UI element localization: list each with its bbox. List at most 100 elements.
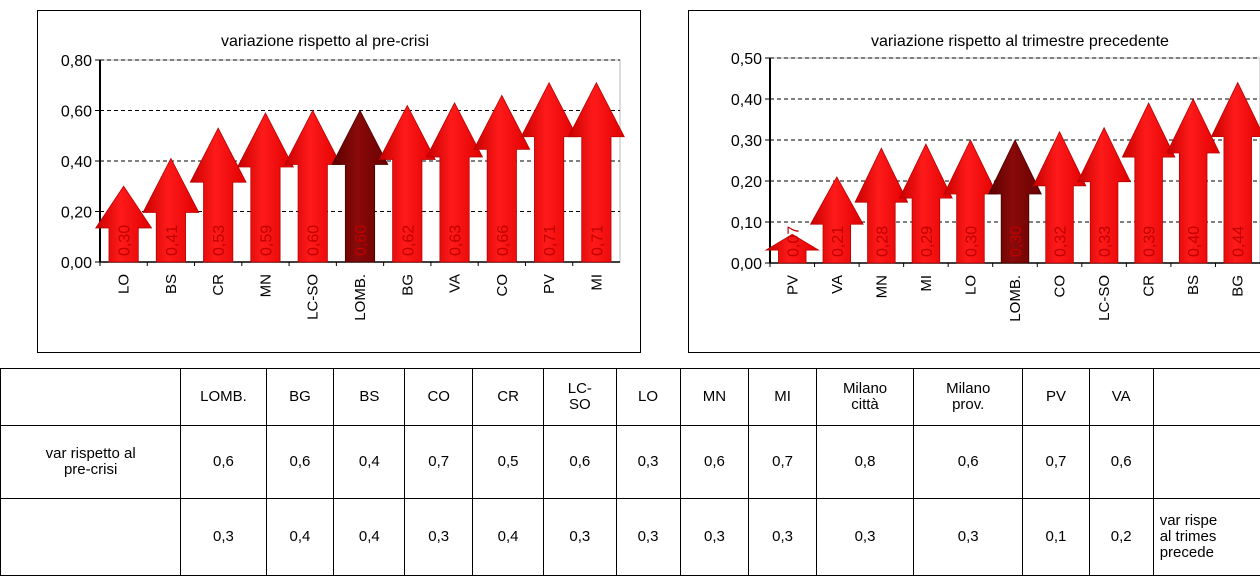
table-cell: 0,6 <box>544 426 616 499</box>
chart-pre-crisi-plot: variazione rispetto al pre-crisi 0,00 0,20… <box>61 33 624 321</box>
y-tick-label: 0,10 <box>731 215 762 232</box>
category-label: LC-SO <box>305 274 322 320</box>
table-header-cell: BS <box>334 369 405 426</box>
y-tick-label: 0,00 <box>731 256 762 273</box>
category-label: LOMB. <box>1007 275 1024 322</box>
table-cell: 0,6 <box>266 426 334 499</box>
category-label: PV <box>541 274 558 294</box>
table-cell: 0,3 <box>914 499 1023 576</box>
table-row-label-right <box>1153 426 1260 499</box>
y-tick-label: 0,80 <box>61 53 92 70</box>
table-cell: 0,4 <box>334 499 405 576</box>
category-label: BG <box>1230 275 1247 297</box>
value-label: 0,44 <box>1231 226 1248 257</box>
category-label: VA <box>447 274 464 293</box>
table-cell: 0,2 <box>1089 499 1153 576</box>
category-label: BS <box>163 274 180 294</box>
category-label: CO <box>494 274 511 297</box>
value-label: 0,32 <box>1053 226 1070 257</box>
table-header-cell <box>1153 369 1260 426</box>
table-corner-cell <box>1 369 181 426</box>
chart-trimestre-plot: variazione rispetto al trimestre precede… <box>731 33 1260 322</box>
y-tick-label: 0,20 <box>731 174 762 191</box>
table-header-cell: LC-SO <box>544 369 616 426</box>
table-header-cell: LO <box>616 369 680 426</box>
table-cell: 0,7 <box>405 426 473 499</box>
y-tick-label: 0,00 <box>61 255 92 272</box>
y-tick-label: 0,50 <box>731 51 762 68</box>
value-label: 0,59 <box>258 225 275 256</box>
value-label: 0,40 <box>1186 226 1203 257</box>
category-label: CO <box>1052 275 1069 298</box>
value-label: 0,62 <box>400 225 417 256</box>
value-label: 0,53 <box>211 225 228 256</box>
table-cell: 0,3 <box>544 499 616 576</box>
value-label: 0,33 <box>1097 226 1114 257</box>
table-cell: 0,8 <box>816 426 913 499</box>
value-label: 0,63 <box>448 225 465 256</box>
value-label: 0,39 <box>1142 226 1159 257</box>
category-label: MI <box>918 275 935 292</box>
value-label: 0,30 <box>117 225 134 256</box>
table-row-label <box>1 499 181 576</box>
table-cell: 0,4 <box>266 499 334 576</box>
table-cell: 0,3 <box>616 499 680 576</box>
table-cell: 0,6 <box>181 426 266 499</box>
table-header-cell: VA <box>1089 369 1153 426</box>
value-label: 0,60 <box>353 225 370 256</box>
table-cell: 0,6 <box>1089 426 1153 499</box>
category-label: MN <box>873 275 890 298</box>
table-cell: 0,1 <box>1023 499 1089 576</box>
value-label: 0,07 <box>785 226 802 257</box>
category-label: VA <box>829 275 846 294</box>
y-tick-label: 0,60 <box>61 104 92 121</box>
category-label: BS <box>1185 275 1202 295</box>
category-label: LOMB. <box>352 274 369 321</box>
table-cell: 0,4 <box>334 426 405 499</box>
y-tick-label: 0,40 <box>731 92 762 109</box>
category-label: CR <box>210 274 227 296</box>
value-label: 0,41 <box>164 225 181 256</box>
value-label: 0,29 <box>919 226 936 257</box>
category-label: CR <box>1141 275 1158 297</box>
table-header-cell: MI <box>749 369 817 426</box>
table-cell: 0,6 <box>914 426 1023 499</box>
table-cell: 0,3 <box>181 499 266 576</box>
category-label: MI <box>588 274 605 291</box>
table-cell: 0,3 <box>616 426 680 499</box>
category-label: LC-SO <box>1096 275 1113 321</box>
value-label: 0,66 <box>495 225 512 256</box>
table-header-cell: MN <box>680 369 749 426</box>
table-header-cell: CO <box>405 369 473 426</box>
chart-title: variazione rispetto al trimestre precede… <box>871 33 1169 50</box>
value-label: 0,71 <box>542 225 559 256</box>
category-label: LO <box>962 275 979 295</box>
category-label: MN <box>257 274 274 297</box>
table-cell: 0,3 <box>816 499 913 576</box>
y-tick-label: 0,20 <box>61 205 92 222</box>
value-label: 0,28 <box>874 226 891 257</box>
table-cell: 0,6 <box>680 426 749 499</box>
chart-title: variazione rispetto al pre-crisi <box>221 33 429 50</box>
y-tick-label: 0,40 <box>61 154 92 171</box>
table-cell: 0,7 <box>749 426 817 499</box>
table-header-cell: BG <box>266 369 334 426</box>
table-header-cell: PV <box>1023 369 1089 426</box>
category-label: PV <box>784 275 801 295</box>
value-label: 0,60 <box>306 225 323 256</box>
table-cell: 0,3 <box>405 499 473 576</box>
table-cell: 0,3 <box>680 499 749 576</box>
value-label: 0,71 <box>589 225 606 256</box>
charts-canvas: variazione rispetto al pre-crisi 0,00 0,20… <box>0 0 1260 360</box>
category-label: LO <box>116 274 133 294</box>
table-header-cell: LOMB. <box>181 369 266 426</box>
table-cell: 0,4 <box>473 499 544 576</box>
